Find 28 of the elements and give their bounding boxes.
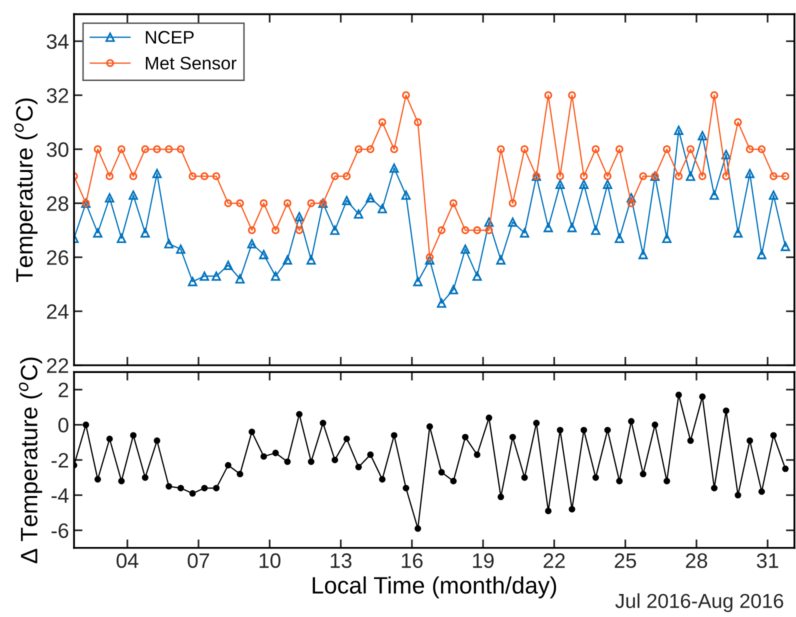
y-tick-label: 32 — [46, 88, 68, 103]
y-tick-label: 24 — [47, 304, 69, 319]
y-tick-label: 22 — [47, 358, 68, 373]
y-tick-label: -2 — [52, 452, 68, 468]
y-axis-title: Temperature ($^{o}$C) — [14, 98, 38, 282]
x-tick-label: 13 — [330, 553, 352, 568]
x-axis-title: Local Time (month/day) — [312, 576, 556, 598]
x-tick-label: 07 — [188, 553, 210, 568]
y-tick-label: 34 — [46, 34, 69, 49]
y-axis-title: Δ Temperature ($^{o}$C) — [18, 358, 42, 564]
y-tick-label: -6 — [52, 523, 68, 538]
x-tick-label: 25 — [614, 553, 636, 568]
x-tick-label: 19 — [473, 553, 494, 568]
y-tick-label: 28 — [47, 196, 68, 211]
y-tick-label: 2 — [58, 382, 68, 398]
text: Jul 2016-Aug 2016 — [615, 593, 784, 612]
y-tick-label: -4 — [52, 488, 69, 503]
x-tick-label: 16 — [402, 553, 423, 568]
x-tick-label: 10 — [260, 553, 280, 568]
legend-label: Met Sensor — [146, 56, 236, 70]
y-tick-label: 30 — [46, 142, 68, 157]
x-tick-label: 31 — [756, 553, 778, 568]
x-tick-label: 22 — [544, 553, 565, 568]
legend-label: NCEP — [146, 30, 194, 44]
x-tick-label: 28 — [686, 553, 708, 568]
y-tick-label: 0 — [58, 418, 68, 433]
y-tick-label: 26 — [47, 250, 68, 265]
x-tick-label: 04 — [116, 553, 138, 568]
